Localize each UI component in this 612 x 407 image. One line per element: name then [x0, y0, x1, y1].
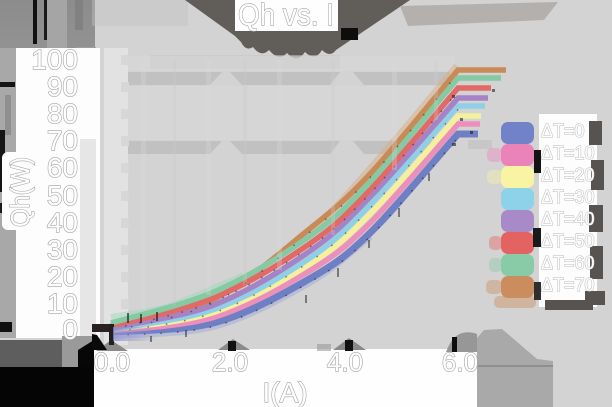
svg-text:Qh vs. I: Qh vs. I: [238, 0, 334, 32]
svg-text:10: 10: [47, 288, 78, 319]
svg-text:4.0: 4.0: [327, 347, 363, 377]
svg-text:ΔT=60: ΔT=60: [541, 253, 595, 273]
svg-text:40: 40: [47, 207, 78, 238]
svg-text:6.0: 6.0: [442, 347, 478, 377]
svg-text:80: 80: [47, 98, 78, 129]
svg-text:I(A): I(A): [262, 377, 307, 407]
svg-text:ΔT=30: ΔT=30: [541, 187, 595, 207]
svg-text:2.0: 2.0: [212, 347, 248, 377]
svg-text:0: 0: [62, 314, 78, 345]
svg-text:100: 100: [31, 44, 78, 75]
svg-text:ΔT=70: ΔT=70: [541, 275, 595, 295]
svg-text:ΔT=20: ΔT=20: [541, 165, 595, 185]
svg-text:90: 90: [47, 71, 78, 102]
svg-text:ΔT=50: ΔT=50: [541, 231, 595, 251]
svg-text:0.0: 0.0: [94, 347, 130, 377]
svg-text:70: 70: [47, 125, 78, 156]
svg-text:30: 30: [47, 234, 78, 265]
svg-text:60: 60: [47, 152, 78, 183]
svg-text:Qh(W): Qh(W): [5, 157, 35, 227]
svg-text:20: 20: [47, 261, 78, 292]
svg-text:50: 50: [47, 180, 78, 211]
svg-text:ΔT=10: ΔT=10: [541, 143, 595, 163]
svg-text:ΔT=40: ΔT=40: [541, 209, 595, 229]
svg-text:ΔT=0: ΔT=0: [541, 121, 585, 141]
